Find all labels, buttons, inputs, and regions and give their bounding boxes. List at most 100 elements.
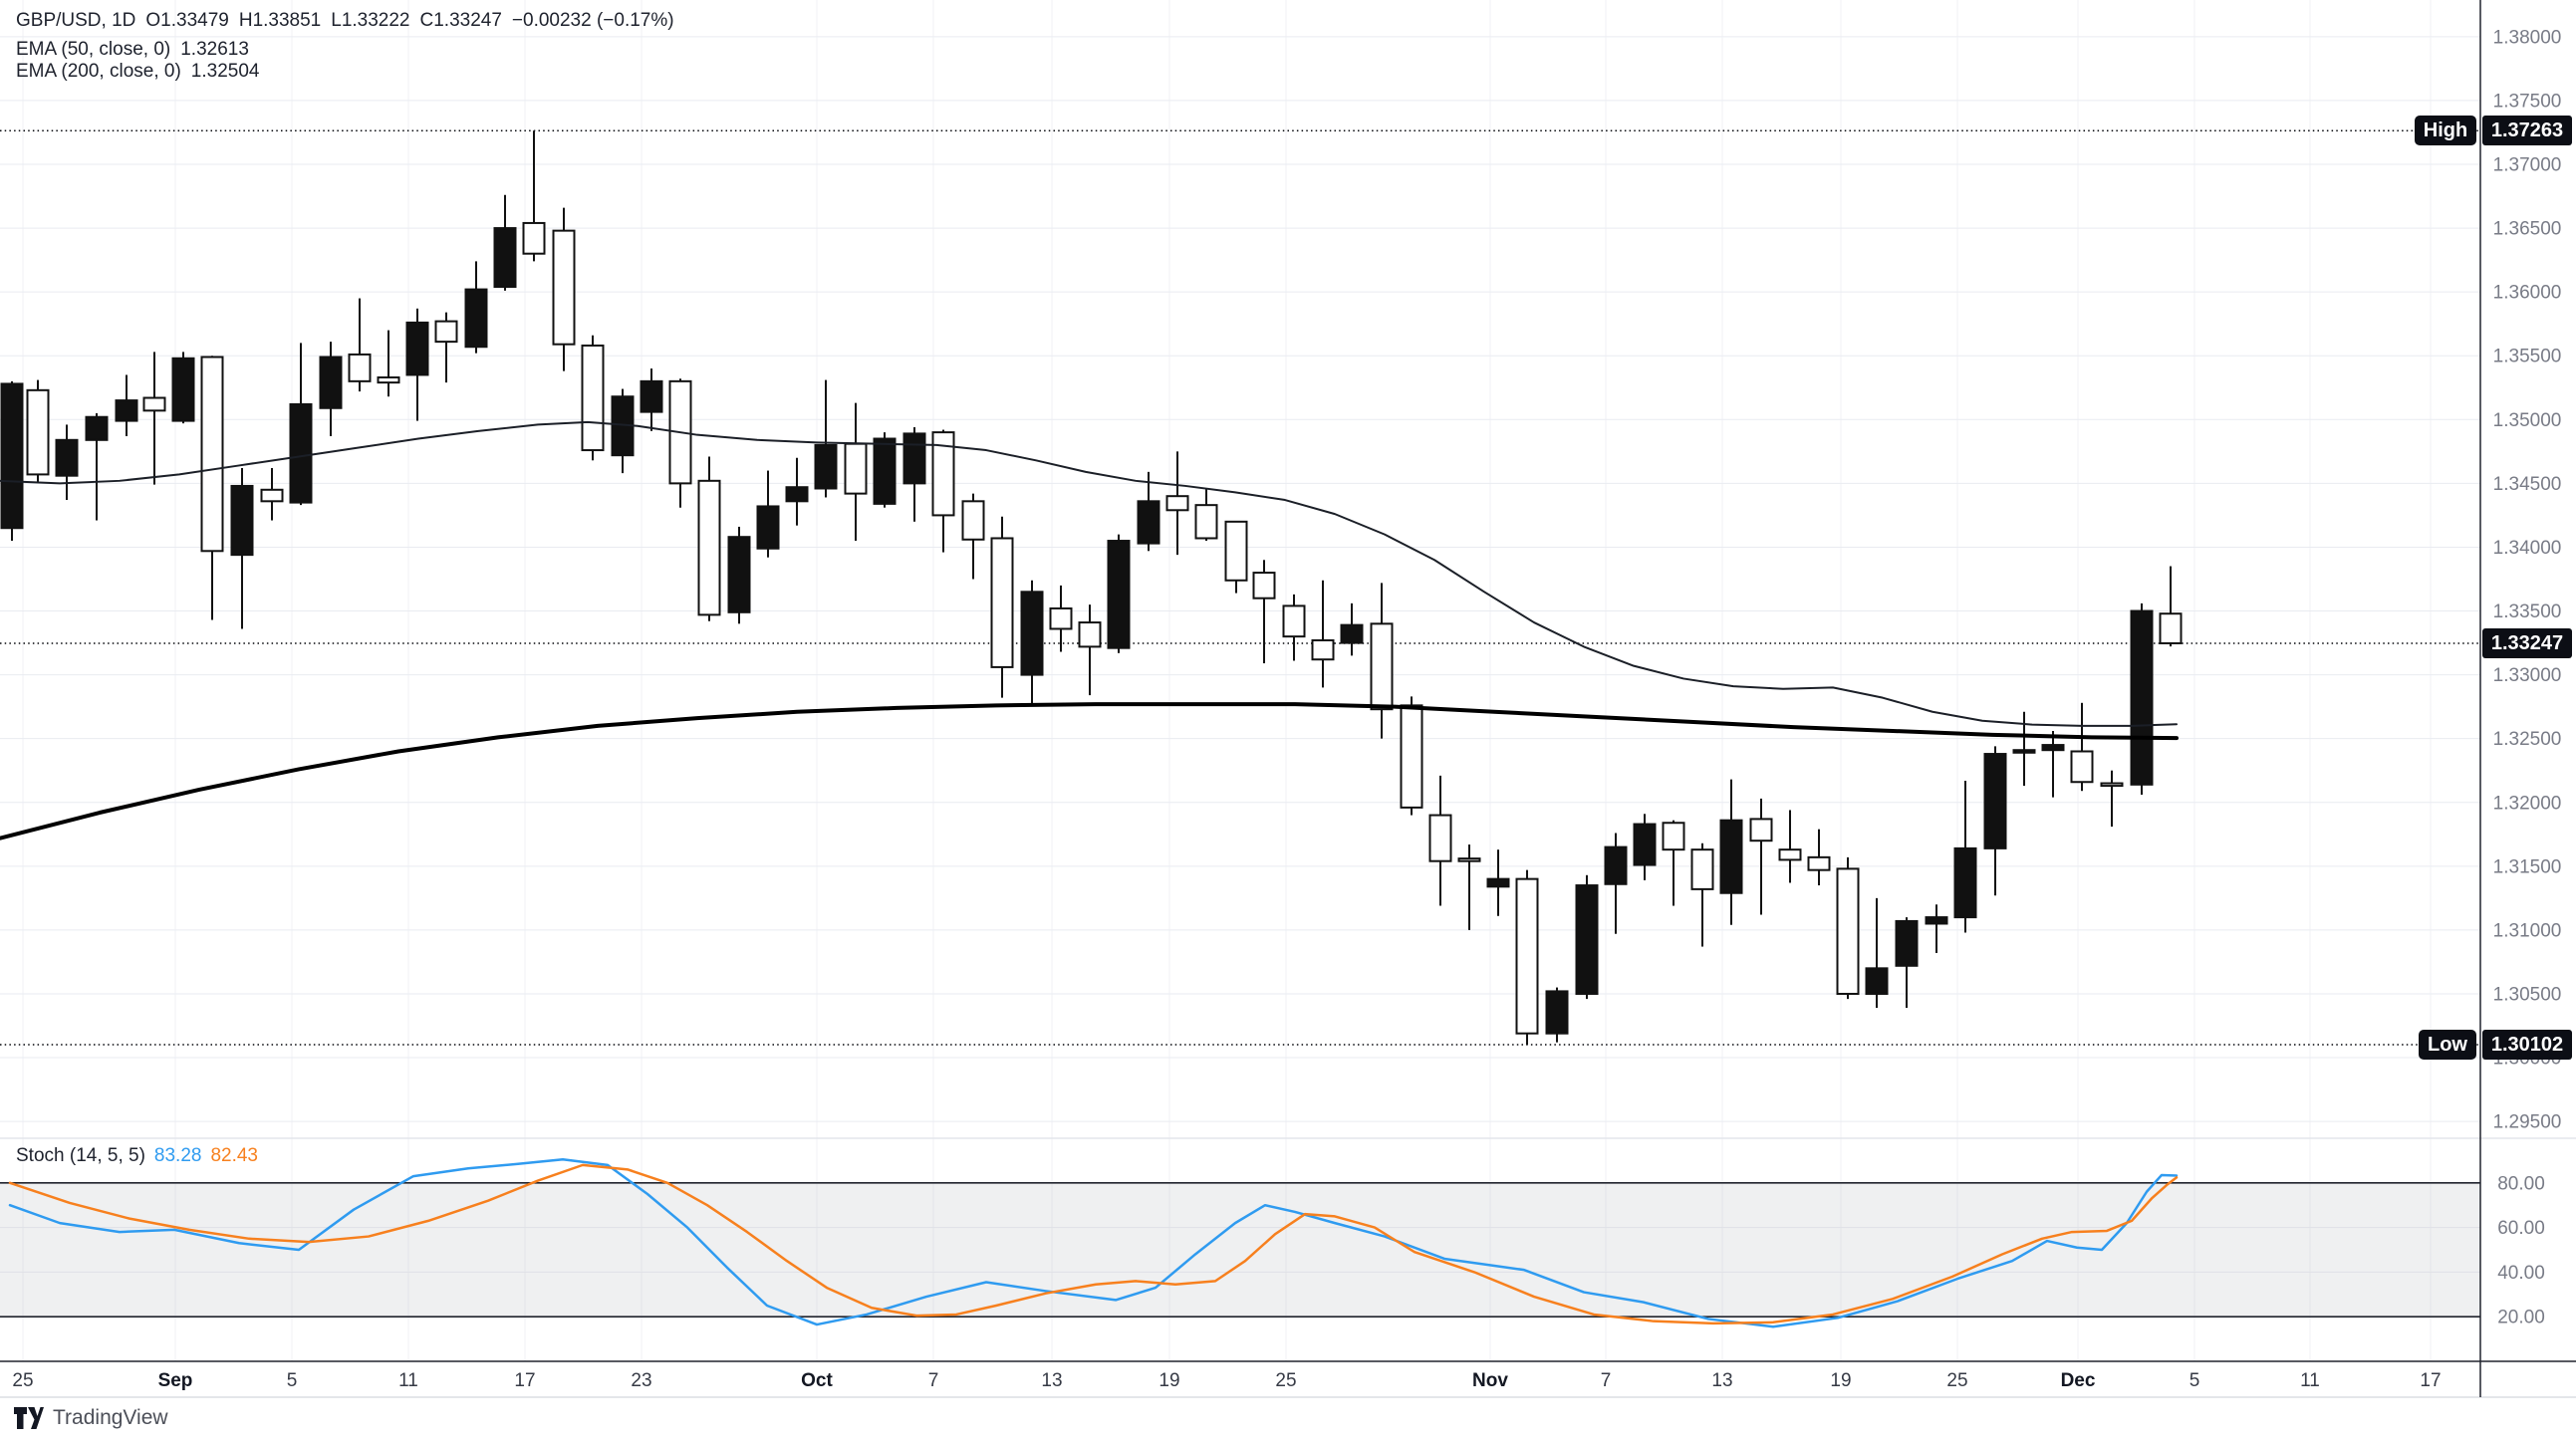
time-axis-label: Oct [801,1370,833,1391]
candle-down [2159,612,2183,644]
candle-up [55,438,79,477]
candle-down [1428,814,1452,862]
time-axis-label: Sep [158,1370,193,1391]
candle-up [319,356,343,409]
candle-up [2041,744,2065,752]
stoch-d-line [8,1163,2179,1325]
candle-down [1778,848,1802,861]
candle-down [348,353,372,382]
candle-down [697,479,721,616]
candle-down [26,388,50,476]
candle-down [522,221,546,255]
stoch-k-value: 83.28 [153,1145,202,1166]
candle-up [1953,846,1977,919]
candle-up [1983,753,2007,849]
stoch-axis-label: 80.00 [2497,1173,2545,1194]
candle-up [756,505,780,550]
stoch-axis-label: 20.00 [2497,1308,2545,1328]
candle-up [230,484,254,557]
ema50-value: 1.32613 [180,39,249,60]
time-axis-label: 5 [287,1370,298,1391]
ema200-label: EMA (200, close, 0) [16,61,181,82]
time-axis-label: 23 [631,1370,651,1391]
symbol-title: GBP/USD, 1D [16,10,136,31]
candle-down [1224,520,1248,582]
candle-up [1925,916,1948,925]
candle-up [289,402,313,504]
candle-up [493,227,517,289]
time-axis-label: Dec [2061,1370,2096,1391]
candle-up [1545,990,1569,1035]
ema50-label: EMA (50, close, 0) [16,39,171,60]
price-axis-label: 1.38000 [2493,27,2562,48]
candle-down [1078,621,1102,648]
candle-down [1400,704,1423,809]
candle-down [142,396,166,412]
candle-down [1165,495,1189,512]
time-axis-label: 7 [928,1370,939,1391]
candle-up [814,443,838,490]
candle-down [377,376,400,384]
candle-down [1311,638,1335,661]
candle-down [1690,848,1714,890]
candle-up [464,288,488,349]
stoch-d-value: 82.43 [210,1145,258,1166]
candle-down [990,537,1014,668]
candle-down [931,431,955,517]
price-axis-label: 1.35500 [2493,347,2562,367]
candle-up [785,486,809,503]
price-axis-label: 1.32500 [2493,729,2562,750]
ema50-legend: EMA (50, close, 0) 1.32613 [16,39,259,61]
candle-up [1020,591,1044,676]
price-axis-label: 1.29500 [2493,1112,2562,1133]
time-axis-label: 7 [1601,1370,1612,1391]
candle-down [1252,572,1276,600]
candle-up [85,415,109,441]
candle-down [260,488,284,503]
high-tag-badge: High [2415,116,2476,145]
candle-down [1457,857,1481,862]
stoch-k-line [8,1158,2179,1328]
ohlc-high: H1.33851 [238,10,322,31]
time-axis-label: 13 [1041,1370,1062,1391]
candle-down [581,344,605,452]
tradingview-logo-icon [14,1406,44,1429]
ema200-line [0,702,2179,841]
candle-up [2012,749,2036,754]
ohlc-change: −0.00232 (−0.17%) [511,10,674,31]
time-axis-label: 25 [1275,1370,1296,1391]
price-axis-label: 1.37500 [2493,91,2562,112]
low-tag-badge: Low [2419,1030,2476,1060]
price-axis-label: 1.34000 [2493,538,2562,559]
price-axis-label: 1.31000 [2493,920,2562,941]
price-axis-label: 1.36500 [2493,219,2562,240]
candle-down [961,500,985,541]
stoch-axis-label: 40.00 [2497,1263,2545,1284]
price-axis-label: 1.32000 [2493,793,2562,814]
candle-up [1633,823,1657,866]
candle-down [2070,750,2094,784]
candle-down [2100,782,2124,788]
time-axis-label: 19 [1159,1370,1179,1391]
low-price-badge: 1.30102 [2482,1030,2572,1060]
candle-down [1370,622,1394,711]
price-axis-label: 1.35000 [2493,410,2562,431]
candle-up [873,437,897,505]
tradingview-logo-text: TradingView [53,1406,168,1429]
time-axis-label: 17 [2420,1370,2441,1391]
ema50-line [0,420,2178,727]
time-axis-label: 5 [2190,1370,2200,1391]
tradingview-logo[interactable]: TradingView [14,1406,168,1430]
candle-down [1194,504,1218,540]
candle-down [1807,855,1831,871]
time-axis-label: 17 [514,1370,535,1391]
candle-up [115,399,138,422]
stoch-label: Stoch (14, 5, 5) [16,1145,145,1166]
candle-down [844,442,868,495]
candle-down [1749,818,1773,842]
candle-up [1865,967,1889,995]
price-axis-label: 1.30500 [2493,984,2562,1005]
candle-down [200,356,224,553]
candle-up [640,379,663,413]
